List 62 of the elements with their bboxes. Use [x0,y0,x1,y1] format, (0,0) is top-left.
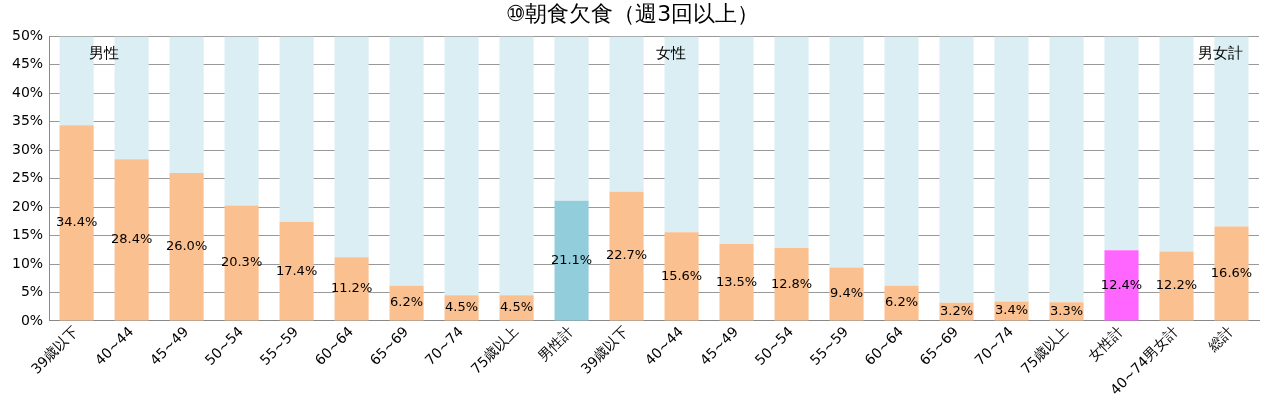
data-label: 12.2% [1155,277,1198,293]
y-tick-label: 35% [11,112,44,129]
bar [444,36,479,296]
bar [774,36,809,249]
data-label: 15.6% [660,267,703,283]
bar [1049,36,1084,303]
data-label: 34.4% [55,214,98,230]
x-tick-label: 75歳以上 [467,323,522,377]
data-label: 9.4% [830,285,864,301]
bar [884,36,919,286]
chart-title: ⑩朝食欠食（週3回以上） [505,0,760,26]
annotation: 男女計 [1198,44,1243,63]
data-label: 26.0% [165,238,208,254]
data-label: 4.5% [500,299,534,315]
bar [554,36,589,201]
data-label: 3.2% [940,302,974,318]
x-tick-label: 総計 [1204,323,1237,356]
bar [719,36,754,245]
bar [829,36,864,268]
data-label: 6.2% [885,294,919,310]
bar [994,36,1029,302]
y-tick-label: 50% [11,27,44,44]
annotation: 男性 [89,44,120,63]
data-label: 12.8% [770,275,813,291]
data-label: 4.5% [445,299,479,315]
x-tick-label: 女性計 [1085,323,1127,365]
bar [279,36,314,222]
data-label: 21.1% [550,252,593,268]
bar [609,36,644,192]
bar [224,36,259,206]
data-label: 13.5% [715,273,758,289]
bar [1104,36,1139,251]
data-label: 11.2% [330,280,373,296]
data-label: 6.2% [390,294,424,310]
y-tick-label: 40% [11,83,44,100]
bar [1159,36,1194,252]
bar [169,36,204,173]
bar [829,267,864,321]
x-tick-label: 39歳以下 [577,323,632,377]
x-tick-label: 75歳以上 [1017,323,1072,377]
bar [389,36,424,286]
data-label: 3.3% [1050,302,1084,318]
y-tick-label: 10% [11,254,44,271]
data-label: 17.4% [275,262,318,278]
data-label: 3.4% [995,302,1029,318]
data-label: 22.7% [605,247,648,263]
data-label: 16.6% [1210,264,1253,280]
data-label: 20.3% [220,254,263,270]
annotation: 女性 [655,44,686,63]
data-label: 28.4% [110,231,153,247]
y-tick-label: 30% [11,140,44,157]
y-tick-label: 0% [20,311,44,328]
y-tick-label: 5% [20,283,44,300]
y-tick-label: 20% [11,197,44,214]
y-tick-label: 15% [11,226,44,243]
bar [939,36,974,303]
bar [499,36,534,296]
y-tick-label: 45% [11,55,44,72]
bar [334,36,369,258]
x-tick-label: 男性計 [535,323,577,365]
bar [1214,36,1249,227]
y-tick-label: 25% [11,169,44,186]
